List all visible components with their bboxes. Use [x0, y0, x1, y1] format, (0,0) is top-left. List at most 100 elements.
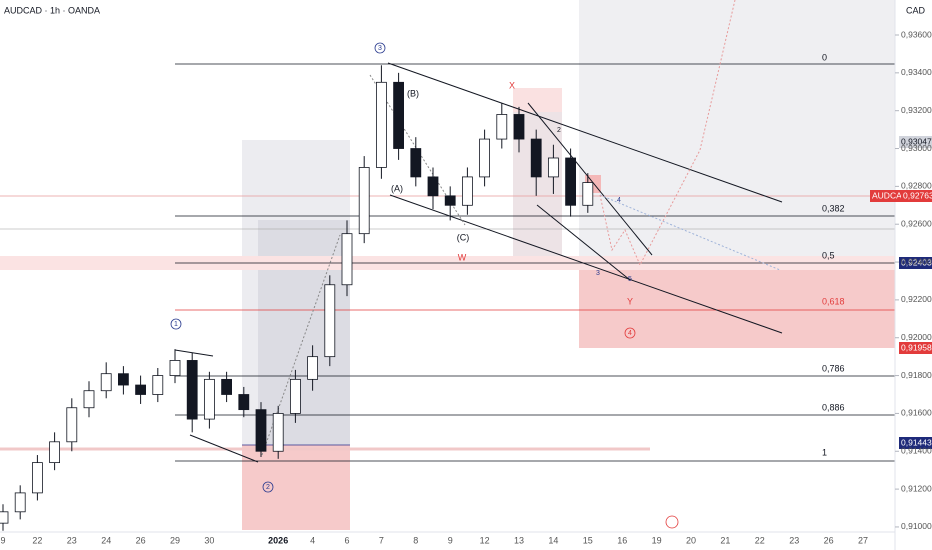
wave-label: 2 [266, 484, 270, 491]
price-tag: 0,93047 [901, 136, 932, 146]
fib-label: 0 [822, 52, 827, 62]
x-tick-label: 14 [548, 535, 558, 545]
wave-label: (A) [391, 183, 403, 193]
x-tick-label: 26 [136, 535, 146, 545]
wave-label: 4 [628, 330, 632, 337]
y-tick-label: 0,92800 [901, 181, 932, 191]
fib-label: 0,382 [822, 203, 845, 213]
candle-body [49, 441, 60, 464]
candle-body [548, 157, 559, 178]
x-tick-label: 24 [101, 535, 111, 545]
candle-body [289, 378, 301, 414]
wave-label: 3 [378, 45, 382, 52]
y-tick-label: 0,91600 [901, 408, 932, 418]
y-tick-label: 0,92000 [901, 332, 932, 342]
wave-label: Y [627, 296, 633, 306]
candle-body [479, 138, 491, 178]
fib-label: 0,618 [822, 296, 845, 306]
wave-label: 5 [628, 276, 632, 283]
wave-label: 3 [596, 270, 600, 277]
candle-body [324, 284, 336, 358]
price-tags: 0,93047 AUDCAD 0,92763 0,92403 0,91958 0… [870, 136, 932, 449]
fib-label: 1 [822, 447, 827, 457]
y-tick-label: 0,91800 [901, 370, 932, 380]
currency: CAD [906, 5, 926, 15]
y-tick-label: 0,91000 [901, 521, 932, 531]
candle-body [513, 114, 525, 140]
x-tick-label: 23 [67, 535, 77, 545]
candle-body [135, 384, 147, 395]
candle-body [118, 373, 129, 386]
x-tick-label: 2026 [268, 535, 288, 545]
x-tick-label: 26 [824, 535, 834, 545]
y-tick-label: 0,93200 [901, 105, 932, 115]
price-tag: 0,91443 [901, 437, 932, 447]
y-tick-label: 0,91200 [901, 483, 932, 493]
wave-labels [170, 42, 679, 529]
candle-body [152, 375, 164, 395]
candle-body [393, 81, 405, 149]
wave-label: 1 [174, 321, 178, 328]
candle-body [14, 492, 26, 513]
wave-label: X [509, 80, 515, 90]
trend-lines [174, 0, 783, 463]
candle-body [255, 409, 267, 452]
price-tag: 0,92763 [903, 190, 932, 200]
candles [0, 65, 594, 531]
candle-body [444, 195, 456, 206]
candle-body [530, 138, 542, 178]
candle-body [307, 356, 319, 380]
x-tick-label: 30 [204, 535, 214, 545]
x-tick-label: 19 [652, 535, 662, 545]
x-tick-label: 12 [480, 535, 490, 545]
x-tick-label: 4 [310, 535, 315, 545]
x-tick-label: 23 [789, 535, 799, 545]
candle-body [66, 407, 78, 443]
candle-body [221, 378, 233, 395]
candle-body [582, 182, 594, 206]
y-tick-label: 0,93400 [901, 67, 932, 77]
wave-label: (C) [457, 232, 470, 242]
x-tick-label: 9 [0, 535, 5, 545]
wave-label: 2 [557, 127, 561, 134]
candle-body [0, 511, 9, 524]
x-tick-label: 9 [448, 535, 453, 545]
price-tag: AUDCAD [872, 190, 908, 200]
x-tick-label: 29 [170, 535, 180, 545]
x-tick-label: 27 [858, 535, 868, 545]
x-tick-label: 22 [32, 535, 42, 545]
candle-body [375, 81, 387, 168]
wave-text: 3 (B) (A) (C) W X Y 1 2 4 2 3 4 5 [174, 45, 633, 491]
fib-labels: 0 0,382 0,5 0,618 0,786 0,886 1 [822, 52, 845, 457]
y-tick-label: 0,91400 [901, 446, 932, 456]
x-tick-label: 6 [344, 535, 349, 545]
zones [0, 0, 895, 530]
x-tick-label: 20 [686, 535, 696, 545]
candle-body [341, 233, 353, 286]
candle-body [272, 413, 284, 452]
wave-label: 4 [617, 197, 621, 204]
x-tick-label: 22 [755, 535, 765, 545]
candle-body [410, 148, 422, 178]
symbol-title: AUDCAD · 1h · OANDA [4, 5, 100, 15]
x-tick-label: 16 [617, 535, 627, 545]
x-tick-label: 8 [413, 535, 418, 545]
wave-label: (B) [407, 88, 419, 98]
candle-body [565, 157, 576, 206]
candle-body [358, 167, 370, 235]
candle-body [461, 176, 473, 206]
candle-body [496, 114, 508, 140]
x-tick-label: 21 [720, 535, 730, 545]
candle-body [32, 462, 43, 494]
candle-body [83, 390, 95, 409]
fib-label: 0,5 [822, 250, 835, 260]
y-tick-label: 0,92400 [901, 256, 932, 266]
candle-body [238, 394, 250, 411]
candle-body [203, 378, 215, 420]
x-tick-label: 7 [379, 535, 384, 545]
fib-label: 0,786 [822, 363, 845, 373]
y-tick-label: 0,92200 [901, 294, 932, 304]
y-tick-label: 0,93600 [901, 29, 932, 39]
candle-body [169, 360, 181, 376]
